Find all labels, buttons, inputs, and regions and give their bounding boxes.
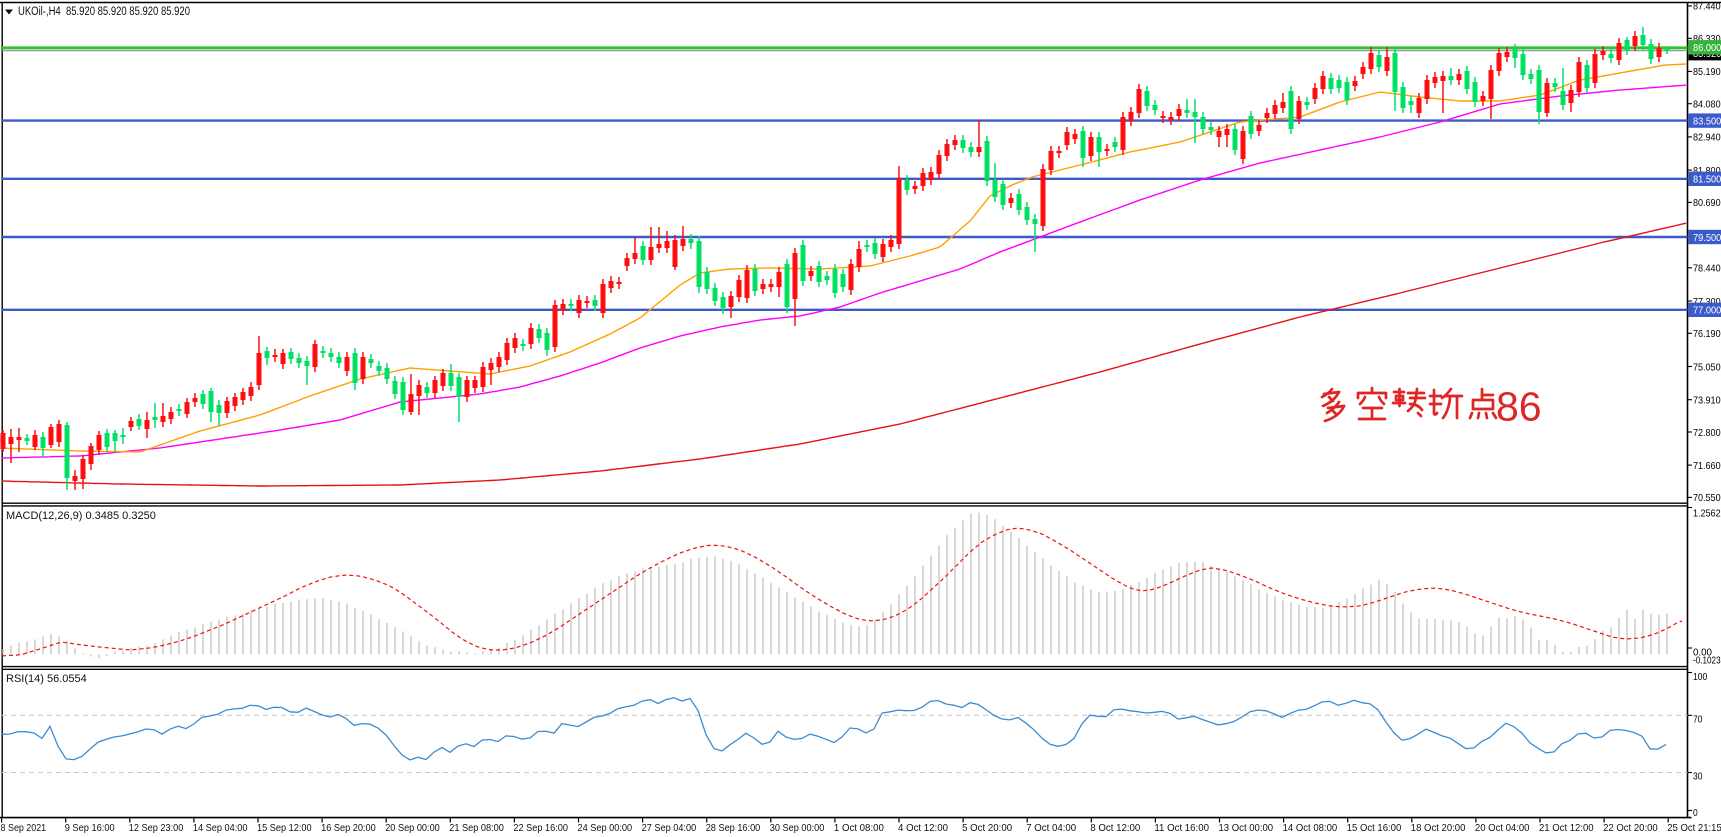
svg-text:76.190: 76.190 [1693,328,1721,340]
svg-text:77.000: 77.000 [1693,305,1721,317]
svg-text:25 Oct 21:15: 25 Oct 21:15 [1667,822,1721,834]
svg-text:9 Sep 16:00: 9 Sep 16:00 [65,822,115,834]
svg-text:27 Sep 04:00: 27 Sep 04:00 [642,822,697,834]
svg-text:20 Sep 00:00: 20 Sep 00:00 [385,822,440,834]
svg-text:0.00: 0.00 [1693,646,1712,658]
svg-text:14 Sep 04:00: 14 Sep 04:00 [193,822,248,834]
svg-text:78.440: 78.440 [1693,263,1721,275]
svg-text:84.080: 84.080 [1693,99,1721,111]
svg-text:28 Sep 16:00: 28 Sep 16:00 [706,822,761,834]
svg-text:81.500: 81.500 [1693,174,1721,186]
svg-text:22 Sep 16:00: 22 Sep 16:00 [513,822,568,834]
svg-text:20 Oct 04:00: 20 Oct 04:00 [1475,822,1530,834]
svg-text:70.550: 70.550 [1693,492,1721,504]
svg-text:12 Sep 23:00: 12 Sep 23:00 [129,822,184,834]
svg-text:70: 70 [1693,713,1703,725]
svg-text:7 Oct 04:00: 7 Oct 04:00 [1026,822,1076,834]
svg-text:16 Sep 20:00: 16 Sep 20:00 [321,822,376,834]
svg-text:83.500: 83.500 [1693,115,1721,127]
svg-text:8 Sep 2021: 8 Sep 2021 [1,822,47,834]
svg-text:4 Oct 12:00: 4 Oct 12:00 [898,822,948,834]
svg-text:15 Sep 12:00: 15 Sep 12:00 [257,822,312,834]
svg-text:73.910: 73.910 [1693,395,1721,407]
svg-text:86: 86 [1496,384,1542,430]
svg-text:87.440: 87.440 [1693,1,1721,13]
svg-text:RSI(14) 56.0554: RSI(14) 56.0554 [6,673,87,685]
svg-text:85.190: 85.190 [1693,66,1721,78]
svg-text:75.050: 75.050 [1693,361,1721,373]
svg-text:80.690: 80.690 [1693,197,1721,209]
svg-text:21 Oct 12:00: 21 Oct 12:00 [1539,822,1594,834]
svg-text:72.800: 72.800 [1693,427,1721,439]
svg-text:21 Sep 08:00: 21 Sep 08:00 [449,822,504,834]
svg-text:5 Oct 20:00: 5 Oct 20:00 [962,822,1012,834]
svg-text:14 Oct 08:00: 14 Oct 08:00 [1283,822,1338,834]
svg-text:24 Sep 00:00: 24 Sep 00:00 [578,822,633,834]
svg-text:22 Oct 20:00: 22 Oct 20:00 [1603,822,1658,834]
svg-text:13 Oct 00:00: 13 Oct 00:00 [1219,822,1274,834]
svg-text:86.000: 86.000 [1693,42,1721,54]
svg-text:MACD(12,26,9) 0.3485 0.3250: MACD(12,26,9) 0.3485 0.3250 [6,510,156,522]
svg-text:82.940: 82.940 [1693,132,1721,144]
svg-text:-0.1023: -0.1023 [1693,655,1721,667]
svg-text:30 Sep 00:00: 30 Sep 00:00 [770,822,825,834]
svg-text:8 Oct 12:00: 8 Oct 12:00 [1090,822,1140,834]
svg-text:UKOil-,H4 85.920 85.920 85.92: UKOil-,H4 85.920 85.920 85.920 85.920 [18,6,190,18]
svg-text:15 Oct 16:00: 15 Oct 16:00 [1347,822,1402,834]
svg-text:79.500: 79.500 [1693,232,1721,244]
svg-text:100: 100 [1693,671,1707,683]
svg-text:71.660: 71.660 [1693,460,1721,472]
svg-text:11 Oct 16:00: 11 Oct 16:00 [1154,822,1209,834]
svg-text:18 Oct 20:00: 18 Oct 20:00 [1411,822,1466,834]
svg-text:1 Oct 08:00: 1 Oct 08:00 [834,822,884,834]
svg-text:0: 0 [1693,807,1698,819]
svg-text:1.2562: 1.2562 [1693,508,1721,520]
svg-text:30: 30 [1693,770,1703,782]
